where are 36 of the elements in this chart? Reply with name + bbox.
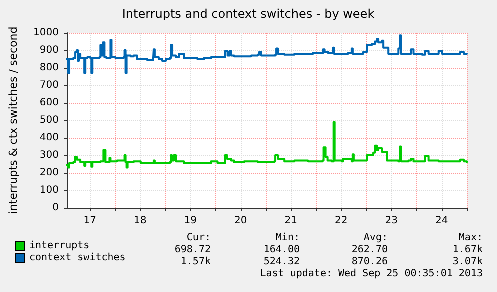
text: Last update: Wed Sep 25 00:35:01 2013: [260, 268, 483, 280]
text: 3.07k: [452, 256, 483, 268]
text: 524.32: [264, 256, 300, 268]
text: 262.70: [352, 244, 388, 256]
text: Cur:: [186, 232, 211, 244]
y-tick-label: 300: [40, 150, 59, 161]
y-tick-label: 700: [40, 80, 59, 91]
y-tick-label: 200: [40, 168, 59, 178]
y-tick-label: 800: [40, 62, 59, 74]
text: 698.72: [174, 244, 211, 256]
y-tick-label: 500: [40, 115, 59, 126]
x-tick-label: 18: [134, 216, 147, 226]
x-tick-label: 17: [84, 216, 96, 226]
text: Max:: [458, 232, 483, 244]
y-tick-label: 900: [40, 45, 59, 56]
legend-label: interrupts: [30, 240, 90, 252]
y-tick-label: 0: [52, 202, 59, 214]
legend-label: context switches: [30, 252, 126, 264]
y-axis-title: interrupts & ctx switches / second: [7, 26, 20, 214]
x-tick-label: 24: [436, 216, 448, 226]
text: Avg:: [364, 232, 388, 244]
y-tick-label: 1000: [34, 28, 59, 38]
x-tick-label: 22: [335, 216, 348, 226]
x-tick-label: 19: [184, 216, 197, 226]
y-tick-label: 600: [40, 98, 59, 108]
text: Min:: [276, 232, 300, 244]
y-tick-label: 100: [40, 185, 59, 196]
chart-title: Interrupts and context switches - by week: [122, 7, 375, 21]
text: 164.00: [264, 244, 300, 256]
x-tick-label: 21: [284, 216, 298, 226]
x-tick-label: 20: [234, 216, 248, 226]
text: 1.67k: [452, 244, 483, 256]
text: 1.57k: [180, 256, 211, 268]
text: 870.26: [352, 256, 388, 268]
x-tick-label: 23: [385, 216, 398, 226]
y-tick-label: 400: [40, 132, 59, 144]
